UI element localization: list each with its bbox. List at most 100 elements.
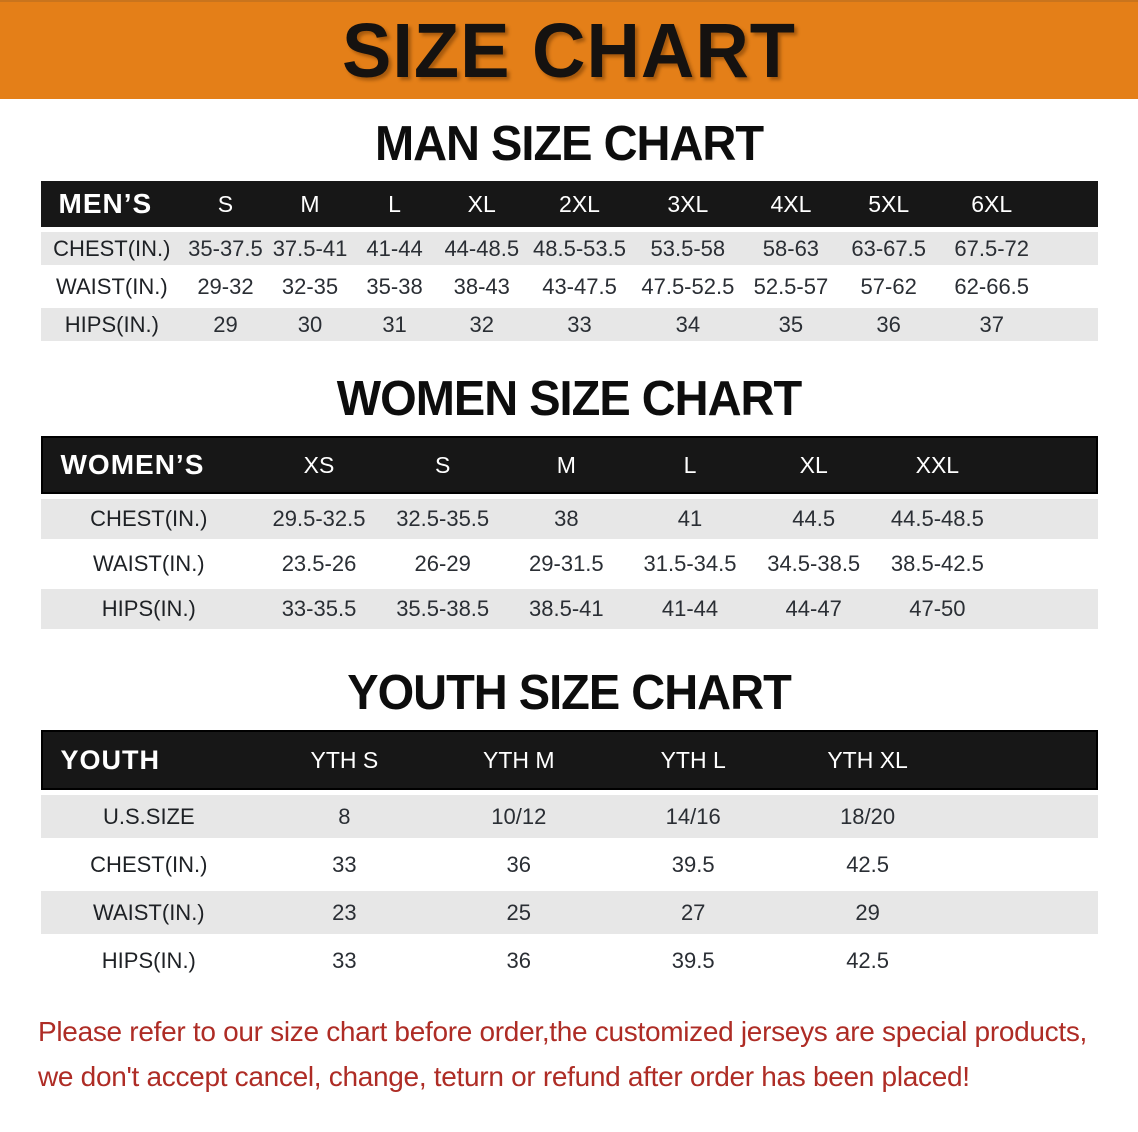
size-value-cell: 14/16	[605, 795, 781, 838]
size-column-header: YTH L	[605, 730, 781, 790]
row-label: WAIST(IN.)	[56, 273, 168, 299]
women-size-section: WOMEN SIZE CHART WOMEN’S XS S M L XL XXL CHEST(…	[0, 370, 1138, 634]
spacer-cell	[1044, 181, 1098, 227]
size-value-cell: 31	[352, 308, 437, 341]
size-column-header: L	[628, 436, 752, 494]
spacer-cell	[999, 589, 1098, 629]
row-label: WAIST(IN.)	[40, 891, 258, 934]
spacer-cell	[954, 891, 1098, 934]
spacer-cell	[955, 843, 1098, 886]
size-column-header: XL	[436, 181, 527, 227]
row-label: CHEST(IN.)	[40, 232, 184, 265]
size-value-cell: 36	[506, 851, 532, 877]
size-value-cell: 67.5-72	[938, 232, 1045, 265]
size-value-cell: 33	[526, 308, 633, 341]
size-value-cell: 53.5-58	[632, 232, 744, 265]
size-column-header: M	[267, 181, 353, 227]
size-value-cell: 44.5-48.5	[875, 499, 1000, 539]
size-value-cell: 44.5	[751, 499, 876, 539]
size-value-cell: 25	[431, 891, 606, 934]
men-section-heading: MAN SIZE CHART	[374, 114, 764, 171]
spacer-cell	[1044, 308, 1098, 341]
size-value-cell: 37.5-41	[267, 232, 353, 265]
table-corner-label: WOMEN’S	[40, 436, 258, 494]
men-size-section: MAN SIZE CHART MEN’S S M L XL 2XL 3XL 4XL 5XL 6XL…	[0, 115, 1138, 346]
measurement-row: HIPS(IN.) 33 36 39.5 42.5	[41, 939, 1098, 982]
size-value-cell: 30	[267, 308, 353, 341]
size-value-cell: 36	[506, 947, 532, 973]
womens-size-table: WOMEN’S XS S M L XL XXL CHEST(IN.) 29.5-32.5 32.5…	[40, 431, 1098, 634]
size-value-cell: 37	[938, 308, 1045, 341]
size-value-cell: 29	[183, 308, 268, 341]
size-header-row: WOMEN’S XS S M L XL XXL	[40, 436, 1098, 494]
size-value-cell: 44-47	[751, 589, 876, 629]
size-header-row: YOUTH YTH S YTH M YTH L YTH XL	[40, 730, 1098, 790]
row-label: WAIST(IN.)	[93, 551, 205, 576]
size-value-cell: 39.5	[671, 851, 715, 877]
measurement-row: WAIST(IN.) 23.5-26 26-29 29-31.5 31.5-34.5 34…	[41, 544, 1098, 584]
spacer-cell	[954, 795, 1098, 838]
size-value-cell: 47.5-52.5	[641, 273, 735, 299]
size-value-cell: 29-31.5	[529, 551, 604, 576]
size-value-cell: 23.5-26	[281, 551, 357, 576]
size-value-cell: 47-50	[875, 589, 1000, 629]
size-value-cell: 63-67.5	[838, 232, 939, 265]
size-value-cell: 42.5	[846, 947, 890, 973]
size-value-cell: 27	[605, 891, 781, 934]
youth-size-section: YOUTH SIZE CHART YOUTH YTH S YTH M YTH L YTH…	[0, 664, 1138, 987]
size-value-cell: 41-44	[628, 589, 752, 629]
size-value-cell: 35.5-38.5	[380, 589, 505, 629]
size-column-header: XL	[751, 436, 876, 494]
size-value-cell: 38-43	[453, 273, 510, 299]
size-value-cell: 35	[743, 308, 839, 341]
size-value-cell: 33	[332, 851, 357, 877]
size-value-cell: 18/20	[780, 795, 955, 838]
size-value-cell: 32-35	[281, 273, 339, 299]
measurement-row: CHEST(IN.) 35-37.5 37.5-41 41-44 44-48.5 48.5…	[40, 232, 1098, 265]
size-value-cell: 36	[838, 308, 939, 341]
size-column-header: 2XL	[526, 181, 633, 227]
size-value-cell: 33-35.5	[257, 589, 381, 629]
measurement-row: WAIST(IN.) 23 25 27 29	[40, 891, 1098, 934]
row-label: CHEST(IN.)	[90, 851, 208, 877]
size-value-cell: 41-44	[352, 232, 437, 265]
disclaimer-line-2: we don't accept cancel, change, teturn o…	[38, 1061, 970, 1093]
banner: SIZE CHART	[0, 0, 1138, 99]
spacer-cell	[1045, 270, 1098, 303]
size-value-cell: 34.5-38.5	[767, 551, 861, 576]
size-column-header: S	[380, 436, 505, 494]
size-value-cell: 33	[332, 947, 357, 973]
size-value-cell: 41	[628, 499, 752, 539]
size-value-cell: 32	[436, 308, 527, 341]
size-value-cell: 10/12	[431, 795, 606, 838]
size-column-header: 4XL	[743, 181, 839, 227]
size-value-cell: 8	[257, 795, 432, 838]
row-label: CHEST(IN.)	[40, 499, 258, 539]
disclaimer: Please refer to our size chart before or…	[38, 1009, 1100, 1100]
row-label: HIPS(IN.)	[40, 589, 258, 629]
row-label: HIPS(IN.)	[101, 947, 196, 973]
measurement-row: HIPS(IN.) 33-35.5 35.5-38.5 38.5-41 41-44 44-…	[40, 589, 1098, 629]
size-value-cell: 31.5-34.5	[643, 551, 737, 576]
size-value-cell: 29.5-32.5	[257, 499, 381, 539]
measurement-row: WAIST(IN.) 29-32 32-35 35-38 38-43 43-47.5 47.…	[41, 270, 1098, 303]
size-column-header: YTH S	[257, 730, 432, 790]
women-section-heading: WOMEN SIZE CHART	[336, 369, 802, 426]
size-value-cell: 43-47.5	[542, 273, 617, 299]
size-value-cell: 52.5-57	[753, 273, 829, 299]
youth-section-heading: YOUTH SIZE CHART	[347, 663, 792, 720]
size-column-header: XXL	[875, 436, 1000, 494]
size-value-cell: 57-62	[860, 273, 917, 299]
measurement-row: HIPS(IN.) 29 30 31 32 33 34 35 36 37	[40, 308, 1098, 341]
size-value-cell: 38.5-41	[504, 589, 629, 629]
spacer-cell	[999, 499, 1098, 539]
size-value-cell: 32.5-35.5	[380, 499, 505, 539]
size-column-header: S	[183, 181, 268, 227]
size-column-header: 5XL	[838, 181, 939, 227]
size-value-cell: 26-29	[414, 551, 471, 576]
youth-size-table: YOUTH YTH S YTH M YTH L YTH XL U.S.SIZE 8 10/12…	[40, 725, 1098, 987]
size-header-row: MEN’S S M L XL 2XL 3XL 4XL 5XL 6XL	[40, 181, 1098, 227]
banner-title: SIZE CHART	[342, 7, 796, 94]
row-label: HIPS(IN.)	[40, 308, 184, 341]
